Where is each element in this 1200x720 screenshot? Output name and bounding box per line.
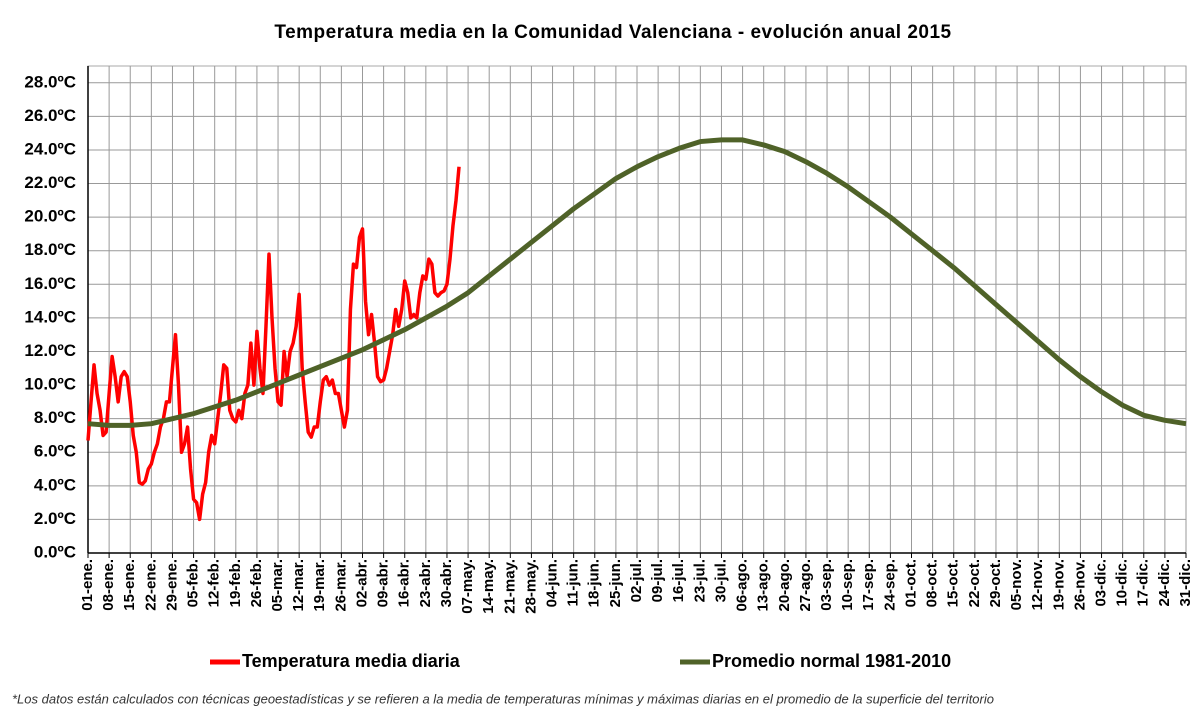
x-tick-label: 21-may. — [501, 559, 518, 614]
footnote: *Los datos están calculados con técnicas… — [12, 691, 994, 706]
y-tick-label: 8.0ºC — [34, 408, 76, 427]
x-tick-label: 09-jul. — [649, 559, 666, 602]
x-tick-label: 24-sep. — [881, 559, 898, 611]
y-tick-label: 24.0ºC — [24, 139, 76, 158]
x-tick-label: 26-feb. — [248, 559, 265, 607]
x-tick-label: 19-nov. — [1050, 559, 1067, 610]
x-tick-label: 10-dic. — [1114, 559, 1131, 607]
y-tick-label: 0.0ºC — [34, 542, 76, 561]
x-tick-label: 28-may. — [522, 559, 539, 614]
y-tick-label: 2.0ºC — [34, 509, 76, 528]
x-tick-label: 04-jun. — [544, 559, 561, 607]
x-tick-label: 25-jun. — [607, 559, 624, 607]
x-tick-label: 10-sep. — [839, 559, 856, 611]
x-tick-label: 26-nov. — [1071, 559, 1088, 610]
x-tick-label: 01-ene. — [79, 559, 96, 611]
y-tick-label: 28.0ºC — [24, 72, 76, 91]
legend-label: Temperatura media diaria — [242, 651, 461, 671]
x-tick-label: 12-feb. — [206, 559, 223, 607]
x-tick-label: 15-oct. — [945, 559, 962, 607]
data-line — [87, 137, 1187, 428]
y-tick-label: 12.0ºC — [24, 341, 76, 360]
x-tick-label: 18-jun. — [586, 559, 603, 607]
x-tick-label: 20-ago. — [776, 559, 793, 612]
y-tick-label: 18.0ºC — [24, 240, 76, 259]
x-tick-label: 07-may. — [459, 559, 476, 614]
x-tick-label: 03-dic. — [1093, 559, 1110, 607]
x-tick-label: 30-abr. — [438, 559, 455, 607]
x-tick-label: 14-may. — [480, 559, 497, 614]
x-tick-label: 11-jun. — [565, 559, 582, 607]
x-tick-label: 03-sep. — [818, 559, 835, 611]
x-tick-label: 17-sep. — [860, 559, 877, 611]
data-line — [86, 166, 461, 522]
x-tick-label: 08-ene. — [100, 559, 117, 611]
x-tick-label: 12-mar. — [290, 559, 307, 612]
x-tick-label: 16-jul. — [670, 559, 687, 602]
x-tick-label: 16-abr. — [396, 559, 413, 607]
x-tick-label: 29-ene. — [163, 559, 180, 611]
y-tick-label: 4.0ºC — [34, 475, 76, 494]
x-tick-label: 22-oct. — [966, 559, 983, 607]
x-tick-label: 15-ene. — [121, 559, 138, 611]
x-tick-label: 05-feb. — [185, 559, 202, 607]
x-tick-label: 08-oct. — [924, 559, 941, 607]
y-tick-label: 16.0ºC — [24, 274, 76, 293]
x-tick-label: 19-feb. — [227, 559, 244, 607]
y-tick-label: 26.0ºC — [24, 106, 76, 125]
y-tick-label: 20.0ºC — [24, 207, 76, 226]
x-tick-label: 17-dic. — [1135, 559, 1152, 607]
x-tick-label: 29-oct. — [987, 559, 1004, 607]
x-tick-label: 23-abr. — [417, 559, 434, 607]
x-tick-label: 27-ago. — [797, 559, 814, 612]
y-tick-label: 6.0ºC — [34, 442, 76, 461]
x-tick-label: 06-ago. — [734, 559, 751, 612]
x-tick-label: 12-nov. — [1029, 559, 1046, 610]
y-tick-label: 10.0ºC — [24, 375, 76, 394]
x-tick-label: 02-abr. — [353, 559, 370, 607]
x-tick-label: 24-dic. — [1156, 559, 1173, 607]
x-tick-label: 30-jul. — [712, 559, 729, 602]
x-tick-label: 05-nov. — [1008, 559, 1025, 610]
chart-title: Temperatura media en la Comunidad Valenc… — [274, 22, 951, 43]
y-tick-label: 14.0ºC — [24, 307, 76, 326]
x-tick-label: 19-mar. — [311, 559, 328, 612]
x-tick-label: 26-mar. — [332, 559, 349, 612]
x-tick-label: 31-dic. — [1177, 559, 1194, 607]
x-tick-label: 22-ene. — [142, 559, 159, 611]
legend-label: Promedio normal 1981-2010 — [712, 651, 951, 671]
x-tick-label: 01-oct. — [902, 559, 919, 607]
x-tick-label: 02-jul. — [628, 559, 645, 602]
x-tick-label: 09-abr. — [375, 559, 392, 607]
x-tick-label: 05-mar. — [269, 559, 286, 612]
x-tick-label: 13-ago. — [755, 559, 772, 612]
x-tick-label: 23-jul. — [691, 559, 708, 602]
y-tick-label: 22.0ºC — [24, 173, 76, 192]
